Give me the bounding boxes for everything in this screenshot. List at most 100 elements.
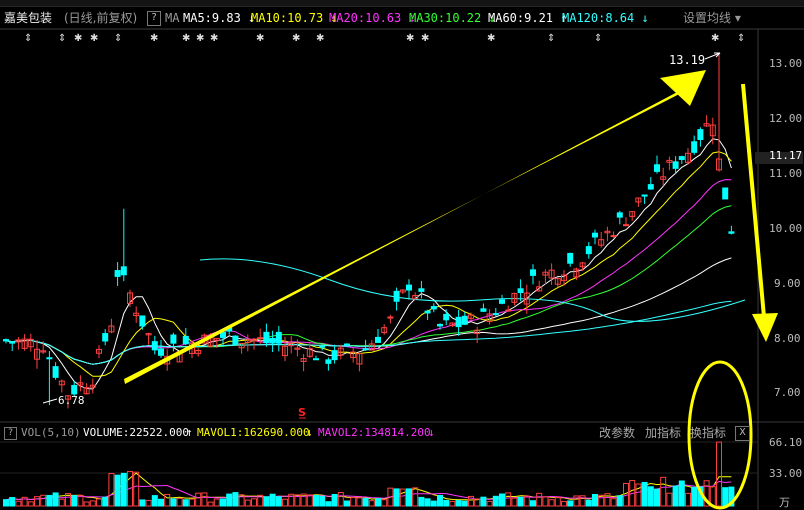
volume-bar [220, 498, 226, 507]
period-label: (日线,前复权) [64, 11, 138, 25]
volume-bar [294, 494, 301, 507]
candle-up [96, 348, 102, 354]
mavol1-line [5, 472, 732, 501]
info-marker: ⇕ [737, 33, 745, 44]
volume-bar [269, 493, 276, 507]
change-params-button[interactable]: 改参数 [599, 426, 636, 440]
volume-bar [102, 496, 109, 507]
candle-up [356, 353, 363, 365]
candle-down [325, 359, 332, 364]
candle-down [269, 338, 276, 344]
volume-bar [288, 493, 295, 507]
volume-help-button[interactable]: ? [4, 427, 17, 440]
candle-down [406, 284, 412, 291]
volume-bar [368, 500, 375, 507]
volume-bar [592, 493, 598, 507]
trend-arrow-down-head [752, 313, 778, 342]
volume-bar [356, 497, 363, 507]
candle-down [232, 335, 239, 345]
ma10-line [5, 151, 732, 377]
close-icon[interactable]: X [735, 426, 750, 441]
candle-up [89, 384, 96, 388]
candle-up [21, 338, 28, 349]
candle-up [350, 351, 357, 359]
volume-bar [616, 495, 623, 507]
candle-down [616, 212, 623, 218]
volume-bar [567, 500, 574, 507]
ma-settings-dropdown[interactable]: 设置均线 ▾ [683, 11, 741, 25]
trend-arrow-down [741, 83, 767, 329]
volume-bar [257, 494, 264, 507]
stock-name[interactable]: 嘉美包装 [4, 11, 53, 25]
mavol1-arrow: ↑ [186, 426, 193, 439]
volume-bar [21, 496, 28, 507]
candle-up [77, 382, 84, 386]
volume-bar [542, 496, 549, 507]
volume-bar [393, 488, 400, 507]
candle-up [561, 274, 567, 281]
candle-up [598, 239, 605, 246]
add-indicator-button[interactable]: 加指标 [645, 426, 682, 440]
volume-bar [654, 488, 660, 507]
price-tick-13: 13.00 [769, 57, 802, 70]
candle-up [145, 333, 152, 336]
volume-unit: 万 [779, 496, 790, 509]
candle-up [542, 271, 549, 276]
volume-bar [554, 496, 561, 507]
volume-bar [46, 494, 53, 507]
volume-bar [573, 495, 580, 507]
help-button[interactable]: ? [147, 11, 161, 26]
volume-bar [728, 486, 735, 507]
candle-up [629, 211, 636, 217]
ma60-legend: MA60:9.21 ↑ [488, 11, 568, 25]
candle-down [530, 269, 536, 276]
volume-bar [3, 499, 9, 507]
candle-up [703, 123, 710, 127]
volume-value: VOLUME:22522.000 [83, 426, 189, 439]
ma30-legend: MA30:10.22 ↓ [409, 11, 496, 25]
ma20-legend: MA20:10.63 ↓ [329, 11, 416, 25]
candle-down [158, 348, 164, 356]
volume-bar [27, 501, 34, 507]
candle-up [573, 268, 580, 278]
candle-up [294, 347, 301, 350]
volume-bar [344, 500, 350, 507]
price-tick-9: 9.00 [774, 277, 801, 290]
volume-bar [133, 471, 140, 507]
candle-up [244, 339, 251, 343]
candle-down [654, 164, 660, 172]
candle-up [468, 314, 474, 319]
volume-bar [34, 496, 40, 507]
candle-down [499, 299, 505, 304]
volume-bar [244, 499, 251, 507]
info-marker: ⇕ [547, 33, 555, 44]
candle-down [114, 270, 121, 277]
candle-down [567, 252, 574, 264]
candle-down [120, 266, 127, 276]
candle-up [505, 309, 512, 312]
candle-up [579, 262, 586, 268]
candle-up [511, 293, 518, 303]
candle-down [647, 184, 654, 190]
candle-up [300, 358, 307, 362]
candle-up [610, 235, 617, 238]
candle-down [9, 341, 16, 344]
candle-down [331, 350, 338, 361]
volume-bar [176, 497, 183, 507]
candle-down [52, 366, 59, 378]
candle-up [604, 230, 611, 234]
volume-bar [319, 495, 326, 507]
candle-down [691, 141, 698, 153]
volume-bar [505, 492, 512, 507]
info-marker: ⇕ [114, 33, 122, 44]
volume-bar [480, 496, 487, 507]
price-tick-10: 10.00 [769, 222, 802, 235]
candle-down [375, 336, 381, 343]
volume-bar [120, 472, 127, 507]
volume-bar [226, 493, 233, 507]
volume-bar [536, 492, 543, 507]
mavol2-value: MAVOL2:134814.200 [318, 426, 431, 439]
price-tick-11: 11.00 [769, 167, 802, 180]
switch-indicator-button[interactable]: 换指标 [690, 426, 727, 440]
